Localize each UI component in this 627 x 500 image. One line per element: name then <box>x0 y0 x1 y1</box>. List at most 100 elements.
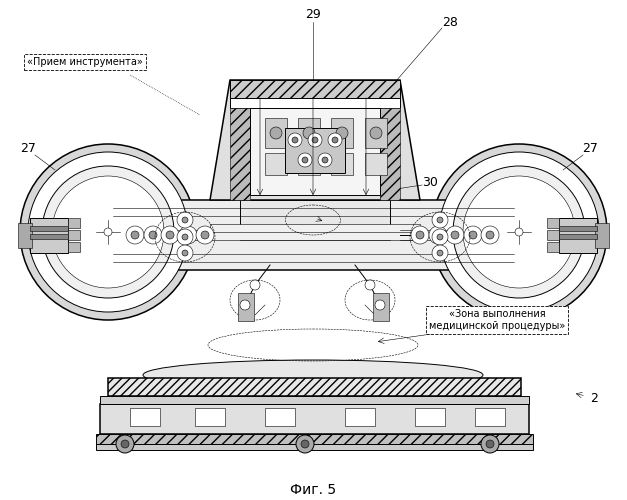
Bar <box>68 242 80 252</box>
Circle shape <box>434 231 442 239</box>
Bar <box>331 153 353 175</box>
Circle shape <box>432 212 448 228</box>
Circle shape <box>486 440 494 448</box>
Circle shape <box>451 231 459 239</box>
Bar <box>345 408 375 426</box>
Circle shape <box>126 226 144 244</box>
Circle shape <box>431 144 607 320</box>
Bar <box>547 230 559 240</box>
Circle shape <box>446 226 464 244</box>
Circle shape <box>177 212 193 228</box>
Circle shape <box>515 228 523 236</box>
Circle shape <box>486 231 494 239</box>
Circle shape <box>464 226 482 244</box>
Circle shape <box>177 229 193 245</box>
Bar <box>238 293 254 321</box>
Circle shape <box>149 231 157 239</box>
Circle shape <box>312 137 318 143</box>
Circle shape <box>288 133 302 147</box>
Circle shape <box>463 176 575 288</box>
Circle shape <box>439 152 599 312</box>
Circle shape <box>318 153 332 167</box>
Circle shape <box>298 153 312 167</box>
Bar <box>365 118 387 148</box>
Circle shape <box>481 435 499 453</box>
Circle shape <box>328 133 342 147</box>
Polygon shape <box>210 80 420 200</box>
Circle shape <box>182 217 188 223</box>
Ellipse shape <box>143 360 483 390</box>
Bar <box>559 234 597 239</box>
Circle shape <box>292 137 298 143</box>
Circle shape <box>270 127 282 139</box>
Circle shape <box>336 127 348 139</box>
Bar <box>265 408 295 426</box>
Circle shape <box>28 152 188 312</box>
Bar <box>230 98 400 108</box>
Circle shape <box>481 226 499 244</box>
Circle shape <box>453 166 585 298</box>
Circle shape <box>182 250 188 256</box>
Bar <box>68 218 80 228</box>
Text: 30: 30 <box>422 176 438 188</box>
Circle shape <box>166 231 174 239</box>
Text: 31: 31 <box>374 304 390 316</box>
Circle shape <box>182 234 188 240</box>
Circle shape <box>437 234 443 240</box>
Text: 2: 2 <box>590 392 598 404</box>
Bar <box>130 408 160 426</box>
Bar <box>100 404 529 434</box>
Text: «Прием инструмента»: «Прием инструмента» <box>27 57 143 67</box>
Bar <box>96 434 533 444</box>
Circle shape <box>184 231 192 239</box>
Bar <box>30 218 68 253</box>
Bar <box>230 80 400 98</box>
Bar <box>475 408 505 426</box>
Circle shape <box>432 245 448 261</box>
Bar <box>195 408 225 426</box>
Bar <box>559 226 597 231</box>
Bar <box>250 108 380 195</box>
Bar <box>547 218 559 228</box>
Bar <box>265 118 287 148</box>
Bar <box>365 153 387 175</box>
Bar <box>298 153 320 175</box>
Circle shape <box>52 176 164 288</box>
Circle shape <box>302 157 308 163</box>
Circle shape <box>469 231 477 239</box>
Circle shape <box>322 157 328 163</box>
Bar <box>331 118 353 148</box>
Circle shape <box>375 300 385 310</box>
Circle shape <box>201 231 209 239</box>
Circle shape <box>116 435 134 453</box>
Bar <box>298 118 320 148</box>
Text: 31: 31 <box>237 304 253 316</box>
Text: «Зона выполнения
медицинской процедуры»: «Зона выполнения медицинской процедуры» <box>429 309 565 331</box>
Circle shape <box>104 228 112 236</box>
Bar <box>30 234 68 239</box>
Circle shape <box>42 166 174 298</box>
Bar <box>210 224 420 240</box>
Text: Фиг. 5: Фиг. 5 <box>290 483 336 497</box>
Circle shape <box>121 440 129 448</box>
Bar <box>30 226 68 231</box>
Text: 28: 28 <box>442 16 458 28</box>
Circle shape <box>370 127 382 139</box>
Bar <box>108 200 519 270</box>
Circle shape <box>20 144 196 320</box>
Circle shape <box>301 440 309 448</box>
Circle shape <box>303 127 315 139</box>
Bar <box>595 223 609 248</box>
Bar <box>547 242 559 252</box>
Bar <box>240 200 390 240</box>
Circle shape <box>437 217 443 223</box>
Bar <box>108 378 521 396</box>
Bar <box>96 444 533 450</box>
Circle shape <box>308 133 322 147</box>
Circle shape <box>179 226 197 244</box>
Bar <box>68 230 80 240</box>
Circle shape <box>296 435 314 453</box>
Bar <box>18 223 32 248</box>
Bar <box>265 153 287 175</box>
Text: 27: 27 <box>20 142 36 154</box>
